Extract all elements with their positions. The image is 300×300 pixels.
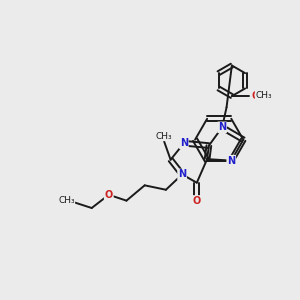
Text: O: O <box>193 196 201 206</box>
Text: CH₃: CH₃ <box>58 196 75 205</box>
Text: CH₃: CH₃ <box>156 132 172 141</box>
Text: N: N <box>227 156 235 166</box>
Text: CH₃: CH₃ <box>255 91 272 100</box>
Text: O: O <box>251 91 260 101</box>
Text: N: N <box>218 122 226 132</box>
Text: O: O <box>105 190 113 200</box>
Text: N: N <box>178 169 186 179</box>
Text: N: N <box>180 138 188 148</box>
